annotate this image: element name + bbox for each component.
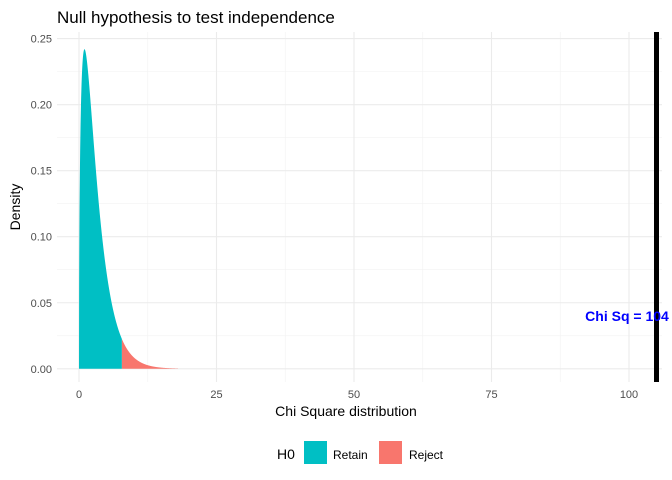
- x-axis-label: Chi Square distribution: [275, 403, 417, 419]
- y-tick-label: 0.00: [31, 364, 52, 376]
- legend-label-reject: Reject: [409, 448, 444, 462]
- area-reject: [121, 339, 178, 369]
- legend: H0 Retain Reject: [277, 441, 444, 464]
- area-retain: [79, 49, 122, 369]
- chi-sq-annotation: Chi Sq = 104: [585, 308, 669, 324]
- y-tick-label: 0.05: [31, 298, 52, 310]
- y-axis-label: Density: [7, 184, 23, 231]
- x-tick-label: 0: [76, 389, 82, 401]
- chart-title: Null hypothesis to test independence: [57, 8, 335, 27]
- x-tick-label: 25: [210, 389, 222, 401]
- x-tick-label: 75: [485, 389, 497, 401]
- y-tick-label: 0.25: [31, 34, 52, 46]
- x-tick-label: 50: [348, 389, 360, 401]
- tick-labels: 0 25 50 75 100 0.00 0.05 0.10 0.15 0.20 0.25: [31, 34, 639, 401]
- x-tick-label: 100: [620, 389, 638, 401]
- legend-swatch-reject: [379, 441, 402, 464]
- legend-swatch-retain: [304, 441, 327, 464]
- y-tick-label: 0.10: [31, 232, 52, 244]
- y-tick-label: 0.20: [31, 100, 52, 112]
- legend-label-retain: Retain: [333, 448, 368, 462]
- y-tick-label: 0.15: [31, 166, 52, 178]
- legend-title: H0: [277, 446, 295, 462]
- density-areas: [79, 49, 178, 369]
- grid: [57, 32, 662, 382]
